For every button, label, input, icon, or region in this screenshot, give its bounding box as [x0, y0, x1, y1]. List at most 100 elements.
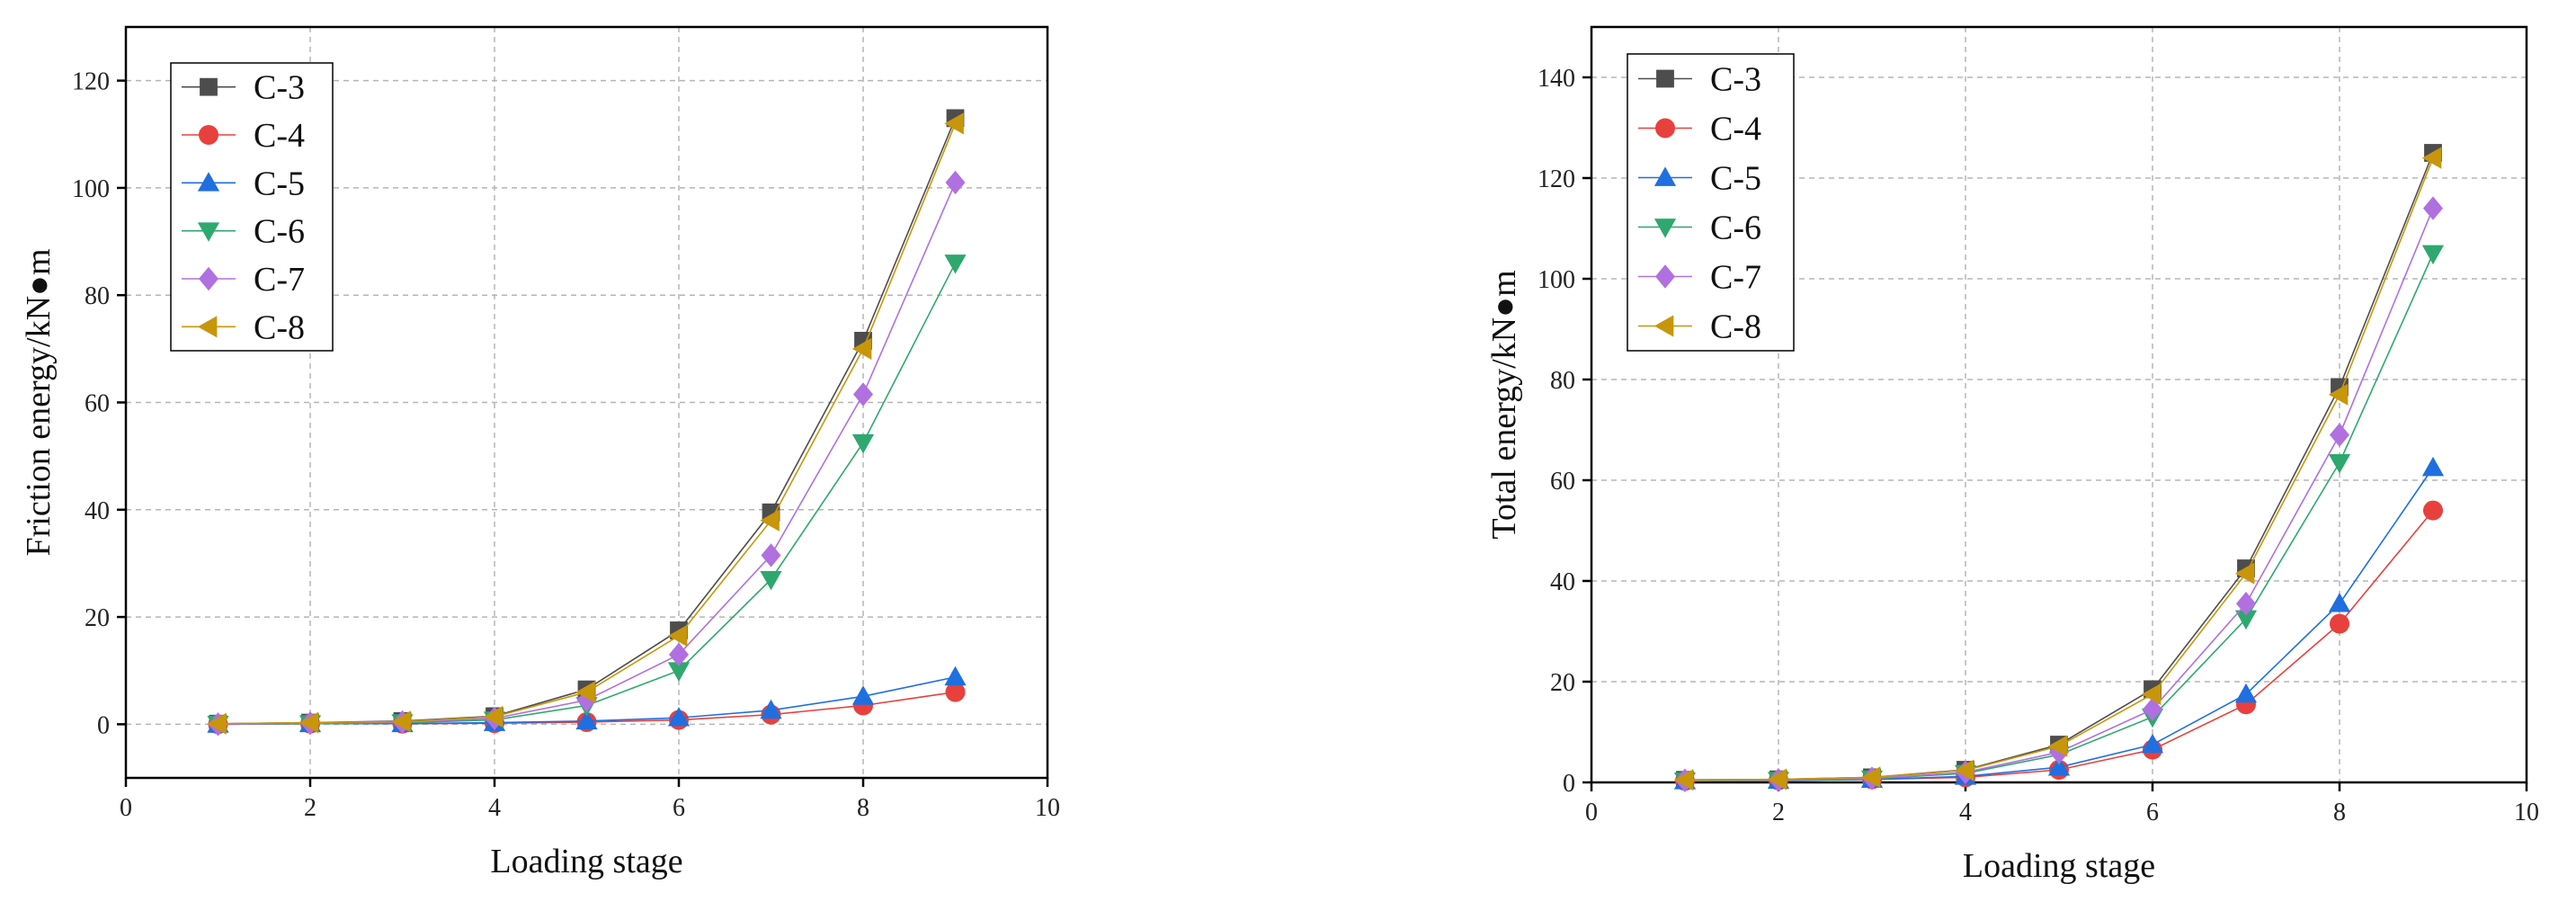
- legend-label: C-6: [254, 213, 305, 251]
- data-point: [2423, 196, 2443, 220]
- data-point: [2047, 735, 2068, 757]
- data-point: [2330, 613, 2349, 634]
- x-tick-label: 4: [1959, 799, 1972, 826]
- y-tick-label: 100: [1538, 266, 1575, 294]
- y-tick-label: 60: [1550, 468, 1575, 496]
- data-point: [2328, 454, 2351, 474]
- x-tick-label: 0: [120, 794, 132, 822]
- y-tick-label: 40: [85, 497, 110, 525]
- legend-label: C-4: [254, 117, 305, 155]
- series-line: [1684, 467, 2434, 782]
- legend-marker: [197, 316, 218, 338]
- legend-label: C-3: [1710, 61, 1761, 99]
- data-point: [2047, 756, 2071, 776]
- legend-marker: [197, 222, 220, 242]
- legend-item: C-4: [182, 117, 305, 155]
- x-tick-label: 0: [1585, 799, 1598, 826]
- series-c-8: [1673, 147, 2442, 791]
- data-point: [851, 685, 875, 705]
- y-tick-label: 40: [1550, 568, 1575, 596]
- data-point: [391, 710, 411, 733]
- legend-item: C-6: [1638, 210, 1761, 247]
- data-point: [1673, 769, 1694, 791]
- y-tick-label: 20: [85, 604, 110, 632]
- x-axis-title: Loading stage: [490, 843, 682, 880]
- legend-label: C-8: [1710, 308, 1761, 346]
- data-point: [207, 712, 227, 735]
- x-tick-label: 10: [2514, 799, 2539, 826]
- data-point: [1860, 766, 1881, 789]
- legend-item: C-8: [182, 308, 305, 346]
- data-point: [761, 543, 781, 567]
- x-tick-label: 8: [2333, 799, 2346, 826]
- y-tick-label: 140: [1538, 65, 1575, 93]
- data-point: [2328, 383, 2349, 406]
- data-point: [944, 112, 964, 135]
- y-tick-label: 120: [72, 68, 110, 96]
- y-tick-label: 80: [1550, 367, 1575, 395]
- x-tick-label: 2: [304, 794, 316, 822]
- legend-label: C-5: [1710, 160, 1761, 198]
- legend-marker: [200, 77, 218, 96]
- data-point: [760, 509, 780, 531]
- data-point: [483, 705, 504, 728]
- data-point: [2143, 697, 2162, 721]
- legend-label: C-3: [254, 69, 305, 107]
- data-point: [760, 570, 782, 591]
- legend-marker: [1653, 315, 1674, 337]
- data-point: [2328, 593, 2351, 612]
- legend-item: C-5: [182, 165, 305, 202]
- y-tick-label: 20: [1550, 669, 1575, 697]
- legend-item: C-3: [182, 69, 305, 107]
- data-point: [2421, 147, 2442, 169]
- legend-marker: [197, 172, 220, 192]
- data-point: [2141, 733, 2164, 754]
- series-line: [1684, 152, 2434, 781]
- plot-frame: [1590, 25, 2528, 784]
- data-point: [2330, 423, 2349, 447]
- x-tick-label: 8: [857, 794, 869, 822]
- y-tick-label: 0: [97, 711, 110, 739]
- legend-marker: [199, 125, 218, 145]
- data-point: [299, 711, 319, 734]
- legend-label: C-5: [254, 165, 305, 202]
- data-point: [945, 170, 966, 195]
- legend-item: C-4: [1638, 111, 1761, 148]
- data-point: [576, 688, 597, 712]
- legend-label: C-7: [254, 261, 305, 299]
- y-tick-label: 60: [85, 390, 110, 418]
- data-point: [667, 707, 691, 727]
- data-point: [851, 433, 875, 454]
- series-line: [1684, 253, 2434, 782]
- data-point: [851, 337, 872, 360]
- data-point: [2141, 683, 2162, 706]
- legend-item: C-7: [1638, 259, 1761, 297]
- data-point: [2234, 610, 2258, 630]
- x-tick-label: 2: [1772, 799, 1785, 826]
- x-tick-label: 4: [488, 794, 501, 822]
- legend-marker: [1655, 264, 1675, 289]
- data-point: [944, 255, 967, 274]
- data-point: [667, 662, 691, 682]
- data-point: [1767, 768, 1787, 790]
- y-axis-title: Total energy/kN●m: [1485, 270, 1523, 539]
- data-point: [2421, 245, 2445, 265]
- data-point: [575, 710, 598, 730]
- legend-marker: [1653, 166, 1677, 186]
- data-point: [944, 665, 967, 686]
- y-tick-label: 120: [1538, 165, 1575, 193]
- data-point: [853, 382, 873, 406]
- y-tick-label: 80: [85, 282, 110, 310]
- x-tick-label: 10: [1035, 794, 1060, 822]
- legend: C-3 C-4 C-5 C-6 C-7 C-8: [170, 62, 334, 352]
- legend-item: C-8: [1638, 308, 1761, 346]
- data-point: [2234, 683, 2258, 703]
- legend-label: C-4: [1710, 111, 1761, 148]
- legend-label: C-7: [1710, 259, 1761, 297]
- legend-item: C-7: [182, 261, 305, 299]
- data-point: [945, 682, 966, 702]
- data-point: [2421, 456, 2445, 477]
